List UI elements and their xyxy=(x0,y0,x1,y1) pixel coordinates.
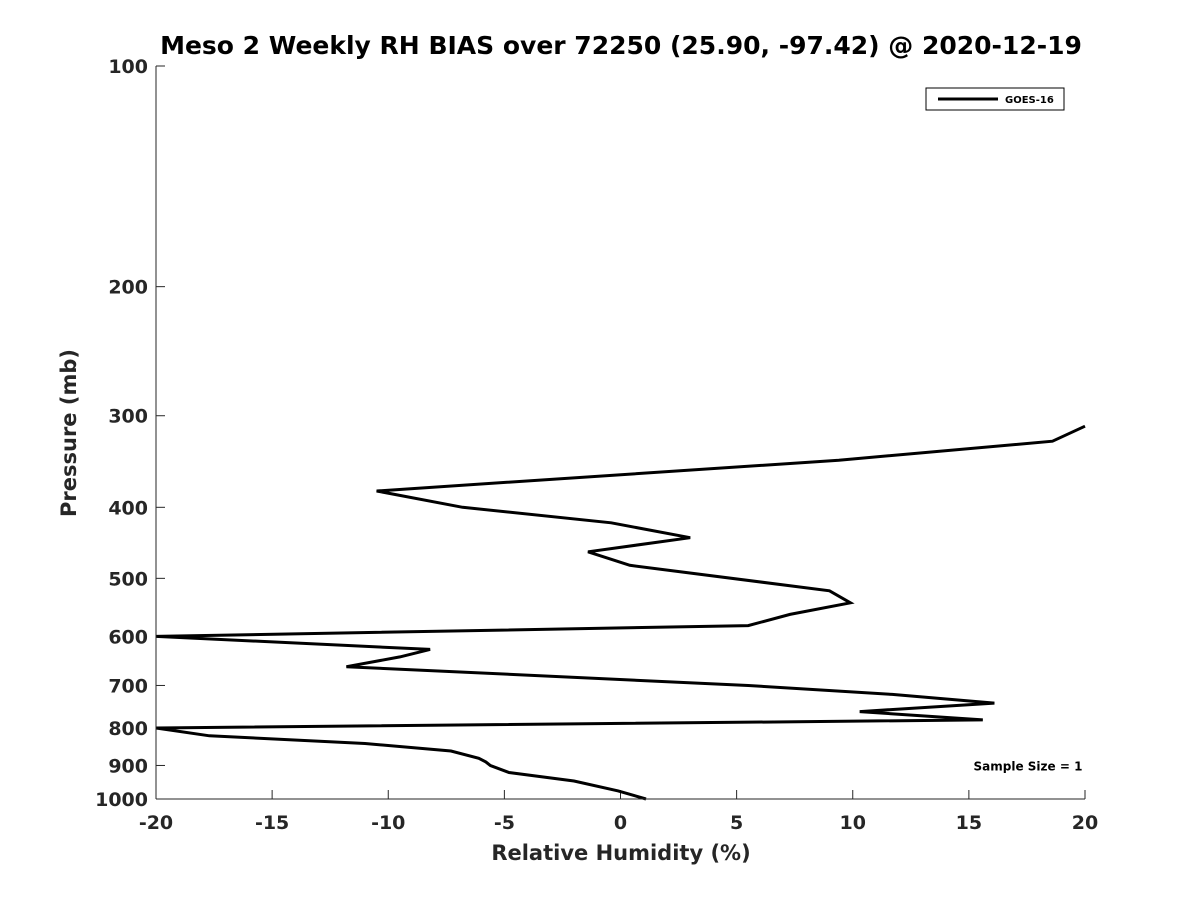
y-tick-label: 200 xyxy=(108,277,148,299)
y-tick-label: 600 xyxy=(108,626,148,648)
x-tick-label: 10 xyxy=(840,812,866,834)
y-tick-label: 500 xyxy=(108,568,148,590)
y-tick-label: 300 xyxy=(108,406,148,428)
y-tick-label: 100 xyxy=(108,56,148,78)
sample-size-annotation: Sample Size = 1 xyxy=(974,759,1083,773)
y-axis-ticks: 100 200 300 400 500 600 700 800 900 1000 xyxy=(95,56,165,811)
y-tick-label: 800 xyxy=(108,718,148,740)
x-tick-label: 20 xyxy=(1072,812,1098,834)
x-tick-label: 0 xyxy=(614,812,627,834)
y-tick-label: 400 xyxy=(108,497,148,519)
y-tick-label: 900 xyxy=(108,755,148,777)
series-line-goes-16 xyxy=(155,424,1086,801)
x-tick-label: -15 xyxy=(255,812,289,834)
annotation-layer: Sample Size = 1 xyxy=(974,759,1083,773)
series-layer xyxy=(155,424,1086,801)
x-tick-label: -10 xyxy=(371,812,405,834)
legend-entry-goes-16: GOES-16 xyxy=(1005,95,1054,106)
x-tick-label: 5 xyxy=(730,812,743,834)
x-tick-label: -20 xyxy=(139,812,173,834)
y-tick-label: 1000 xyxy=(95,789,148,811)
x-tick-label: -5 xyxy=(494,812,515,834)
plot-area xyxy=(156,66,1085,799)
x-tick-label: 15 xyxy=(956,812,982,834)
legend[interactable]: GOES-16 xyxy=(925,87,1065,111)
y-tick-label: 700 xyxy=(108,675,148,697)
chart-title: Meso 2 Weekly RH BIAS over 72250 (25.90,… xyxy=(160,31,1082,60)
y-axis-label: Pressure (mb) xyxy=(57,349,81,517)
x-axis-label: Relative Humidity (%) xyxy=(491,841,750,865)
x-axis-ticks: -20 -15 -10 -5 0 5 10 15 20 xyxy=(139,790,1098,834)
